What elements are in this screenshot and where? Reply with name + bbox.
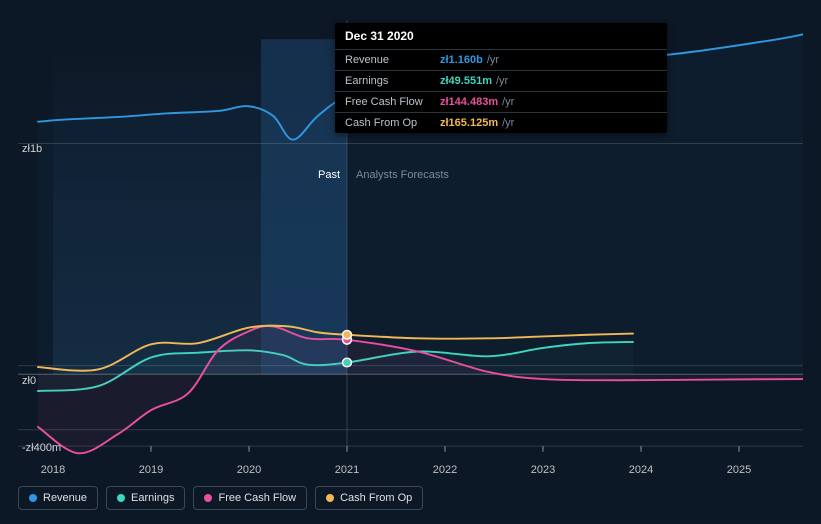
tooltip-value: zł165.125m [440,117,498,129]
tooltip-series-label: Earnings [345,75,440,87]
legend-item-fcf[interactable]: Free Cash Flow [193,486,307,510]
x-axis-label: 2024 [629,464,653,476]
x-axis-label: 2019 [139,464,163,476]
x-axis-label: 2022 [433,464,457,476]
legend-swatch [117,494,125,502]
y-axis-label: zł1b [22,143,42,155]
tooltip-date: Dec 31 2020 [335,23,667,50]
legend-item-revenue[interactable]: Revenue [18,486,98,510]
forecast-label: Analysts Forecasts [356,169,449,181]
tooltip-series-label: Free Cash Flow [345,96,440,108]
legend-label: Revenue [43,492,87,504]
tooltip-series-label: Revenue [345,54,440,66]
x-axis-label: 2018 [41,464,65,476]
legend-item-cfo[interactable]: Cash From Op [315,486,423,510]
y-axis-label: zł0 [22,375,36,387]
tooltip-unit: /yr [496,75,508,87]
tooltip-value: zł1.160b [440,54,483,66]
tooltip-value: zł49.551m [440,75,492,87]
tooltip-row: Revenuezł1.160b/yr [335,50,667,71]
legend-swatch [326,494,334,502]
legend-swatch [204,494,212,502]
chart-tooltip: Dec 31 2020 Revenuezł1.160b/yrEarningszł… [335,23,667,133]
x-axis-label: 2023 [531,464,555,476]
tooltip-unit: /yr [487,54,499,66]
x-axis-label: 2020 [237,464,261,476]
x-axis-label: 2025 [727,464,751,476]
tooltip-row: Earningszł49.551m/yr [335,71,667,92]
tooltip-row: Cash From Opzł165.125m/yr [335,113,667,133]
chart-legend: Revenue Earnings Free Cash Flow Cash From O… [18,486,423,510]
x-axis-label: 2021 [335,464,359,476]
legend-label: Earnings [131,492,174,504]
y-axis-label: -zł400m [22,442,61,454]
tooltip-unit: /yr [502,96,514,108]
tooltip-series-label: Cash From Op [345,117,440,129]
tooltip-unit: /yr [502,117,514,129]
legend-swatch [29,494,37,502]
legend-label: Free Cash Flow [218,492,296,504]
legend-label: Cash From Op [340,492,412,504]
tooltip-row: Free Cash Flowzł144.483m/yr [335,92,667,113]
legend-item-earnings[interactable]: Earnings [106,486,185,510]
past-label: Past [318,169,340,181]
tooltip-value: zł144.483m [440,96,498,108]
